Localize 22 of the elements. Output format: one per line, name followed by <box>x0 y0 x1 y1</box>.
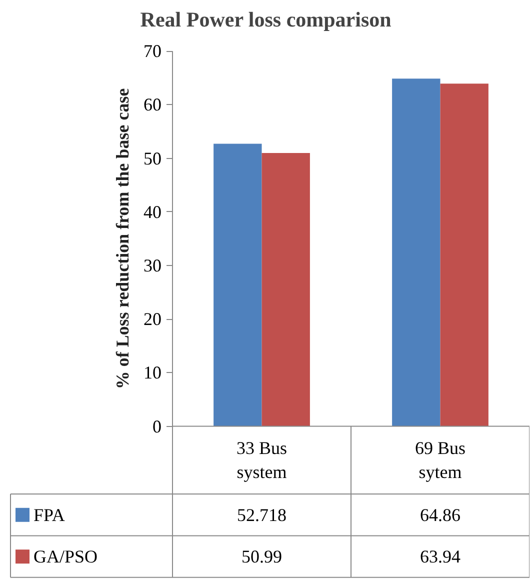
data-label: 50.99 <box>242 546 282 567</box>
data-label: 52.718 <box>237 504 286 525</box>
x-tick-label: 33 Bus system <box>236 438 288 482</box>
y-axis-title: % of Loss reduction from the base case <box>112 88 132 390</box>
y-tick-label: 20 <box>144 309 162 330</box>
y-tick-label: 70 <box>144 41 162 62</box>
y-tick-label: 10 <box>144 362 162 383</box>
legend-label: FPA <box>34 504 65 525</box>
data-label: 64.86 <box>420 504 460 525</box>
y-tick-label: 30 <box>144 255 162 276</box>
bar <box>440 84 488 426</box>
bar <box>214 144 262 426</box>
y-tick-label: 60 <box>144 94 162 115</box>
y-tick-label: 0 <box>152 416 162 436</box>
y-tick-label: 40 <box>144 202 162 222</box>
data-label: 63.94 <box>420 546 460 567</box>
chart-title: Real Power loss comparison <box>140 8 392 32</box>
legend-label: GA/PSO <box>34 546 98 567</box>
bar <box>262 152 310 426</box>
bar <box>392 78 440 426</box>
y-tick-label: 50 <box>144 148 162 168</box>
x-tick-label: 69 Bus sytem <box>414 438 466 482</box>
